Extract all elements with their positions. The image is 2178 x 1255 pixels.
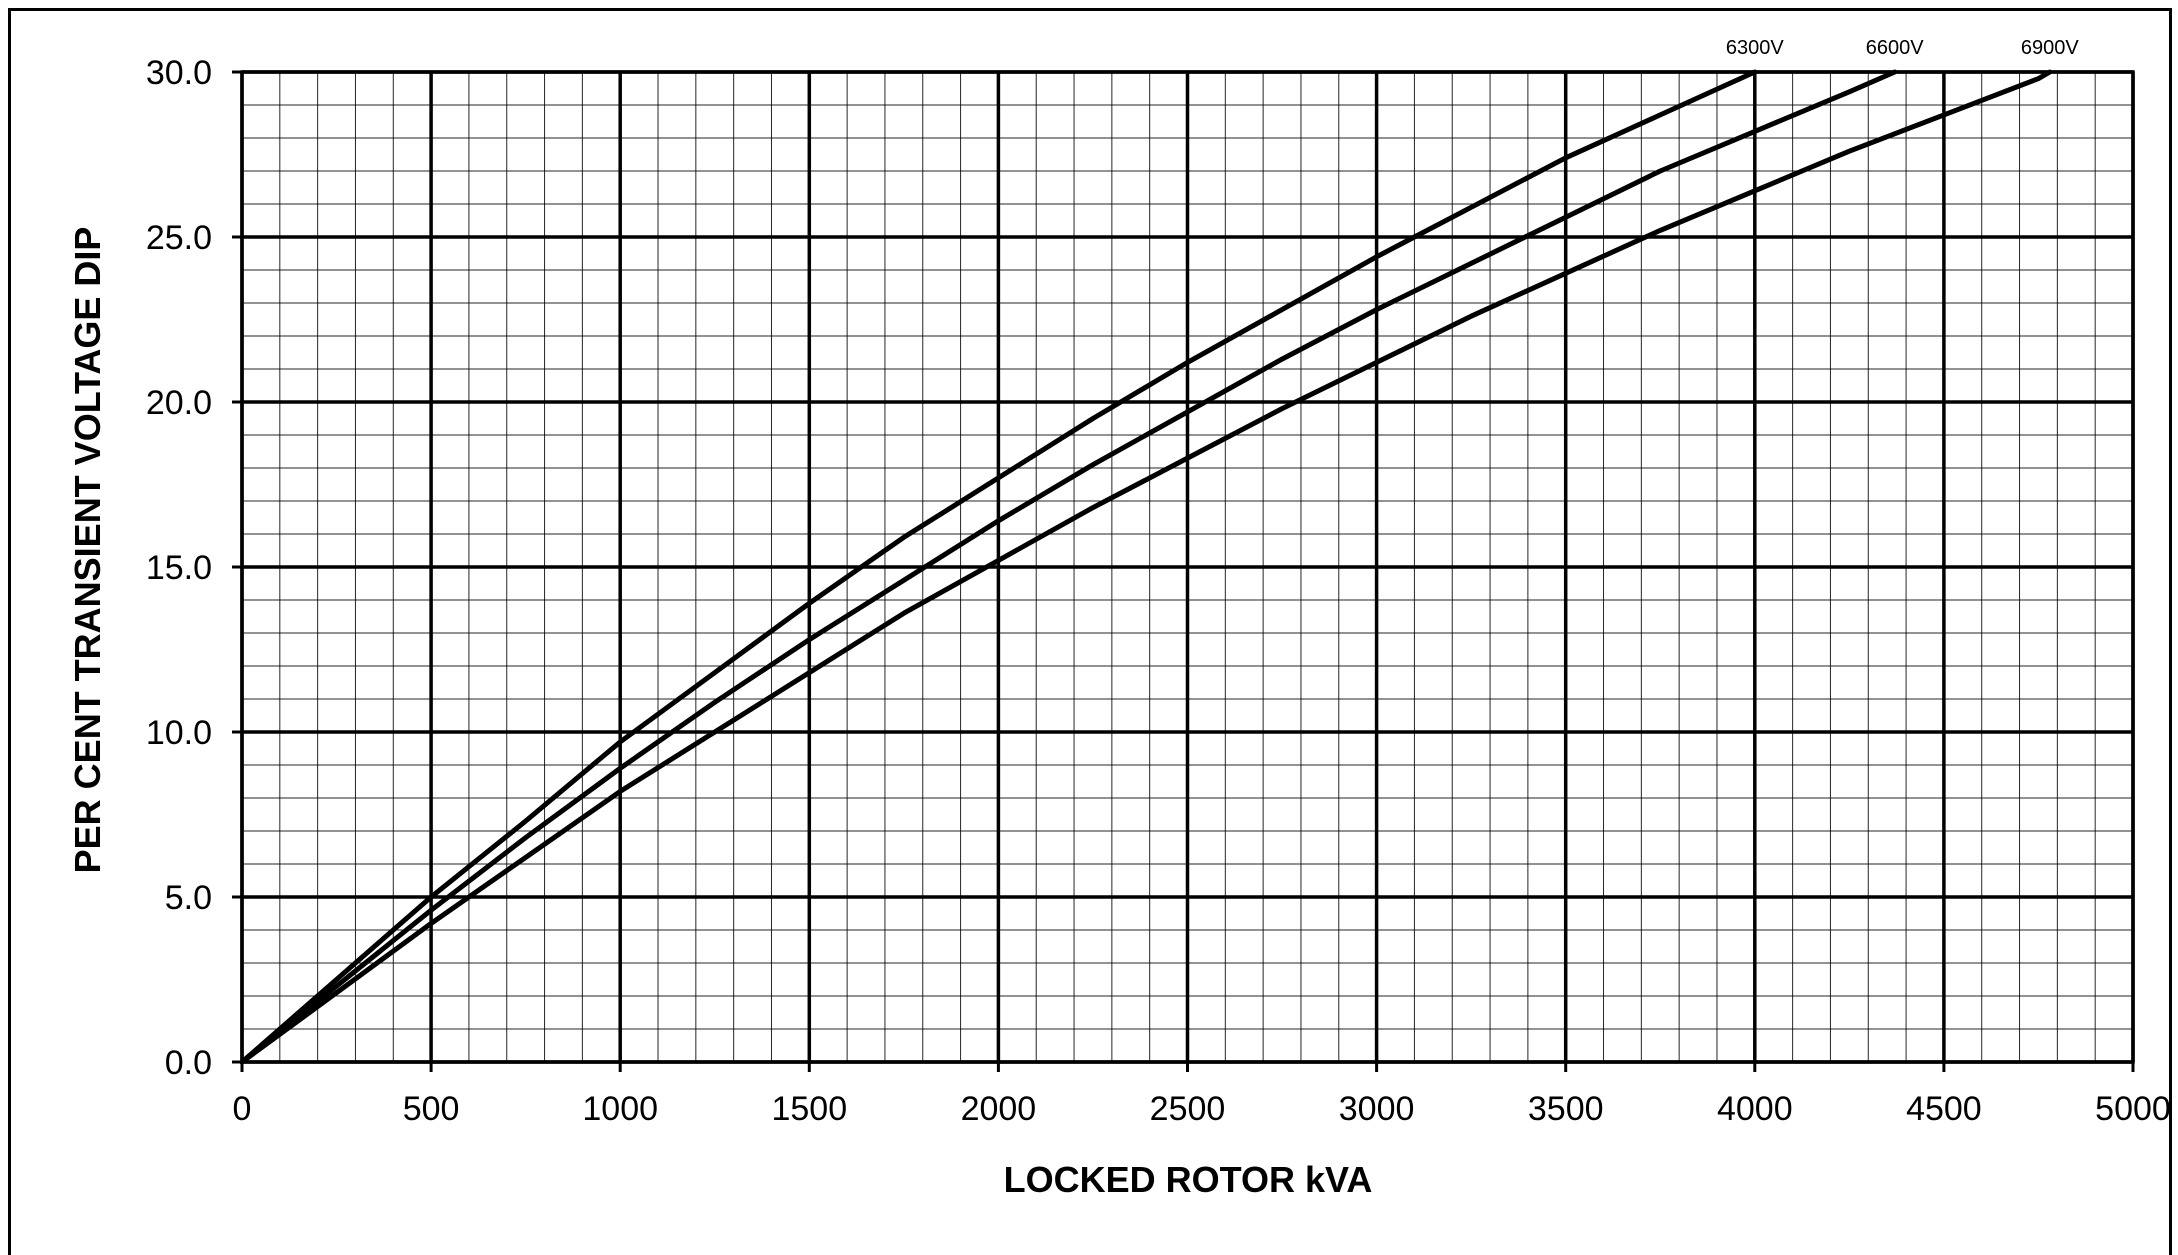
y-tick-label: 10.0 xyxy=(146,714,212,752)
y-axis-ticks: 0.0 5.0 10.0 15.0 20.0 25.0 30.0 xyxy=(146,54,212,1082)
x-tick-label: 1500 xyxy=(771,1090,847,1128)
chart-frame xyxy=(8,8,2172,1255)
x-tick-label: 4500 xyxy=(1906,1090,1982,1128)
x-tick-label: 2000 xyxy=(961,1090,1037,1128)
y-tick-label: 20.0 xyxy=(146,384,212,422)
x-tick-label: 4000 xyxy=(1717,1090,1793,1128)
x-tick-label: 5000 xyxy=(2095,1090,2171,1128)
major-grid xyxy=(232,70,2135,1072)
series-label-6900V: 6900V xyxy=(2021,37,2079,59)
y-tick-label: 30.0 xyxy=(146,54,212,92)
x-tick-label: 3000 xyxy=(1339,1090,1415,1128)
series-line-6300V xyxy=(239,69,1758,1065)
x-tick-label: 500 xyxy=(403,1090,460,1128)
series-line-6600V xyxy=(239,69,1898,1065)
x-tick-label: 0 xyxy=(233,1090,252,1128)
series-line-6900V xyxy=(239,69,2053,1065)
y-tick-label: 25.0 xyxy=(146,219,212,257)
x-axis-ticks: 0 500 1000 1500 2000 2500 3000 3500 4000 4500 5000 xyxy=(233,1090,2171,1128)
y-tick-label: 0.0 xyxy=(165,1044,212,1082)
y-tick-label: 5.0 xyxy=(165,879,212,917)
series-lines xyxy=(239,69,2053,1065)
x-tick-label: 3500 xyxy=(1528,1090,1604,1128)
series-label-6600V: 6600V xyxy=(1866,37,1924,59)
x-tick-label: 1000 xyxy=(582,1090,658,1128)
series-labels: 6300V 6600V 6900V xyxy=(1726,37,2079,59)
series-label-6300V: 6300V xyxy=(1726,37,1784,59)
x-axis-title: LOCKED ROTOR kVA xyxy=(1004,1159,1373,1200)
y-axis-title: PER CENT TRANSIENT VOLTAGE DIP xyxy=(67,227,108,874)
y-tick-label: 15.0 xyxy=(146,549,212,587)
x-tick-label: 2500 xyxy=(1150,1090,1226,1128)
